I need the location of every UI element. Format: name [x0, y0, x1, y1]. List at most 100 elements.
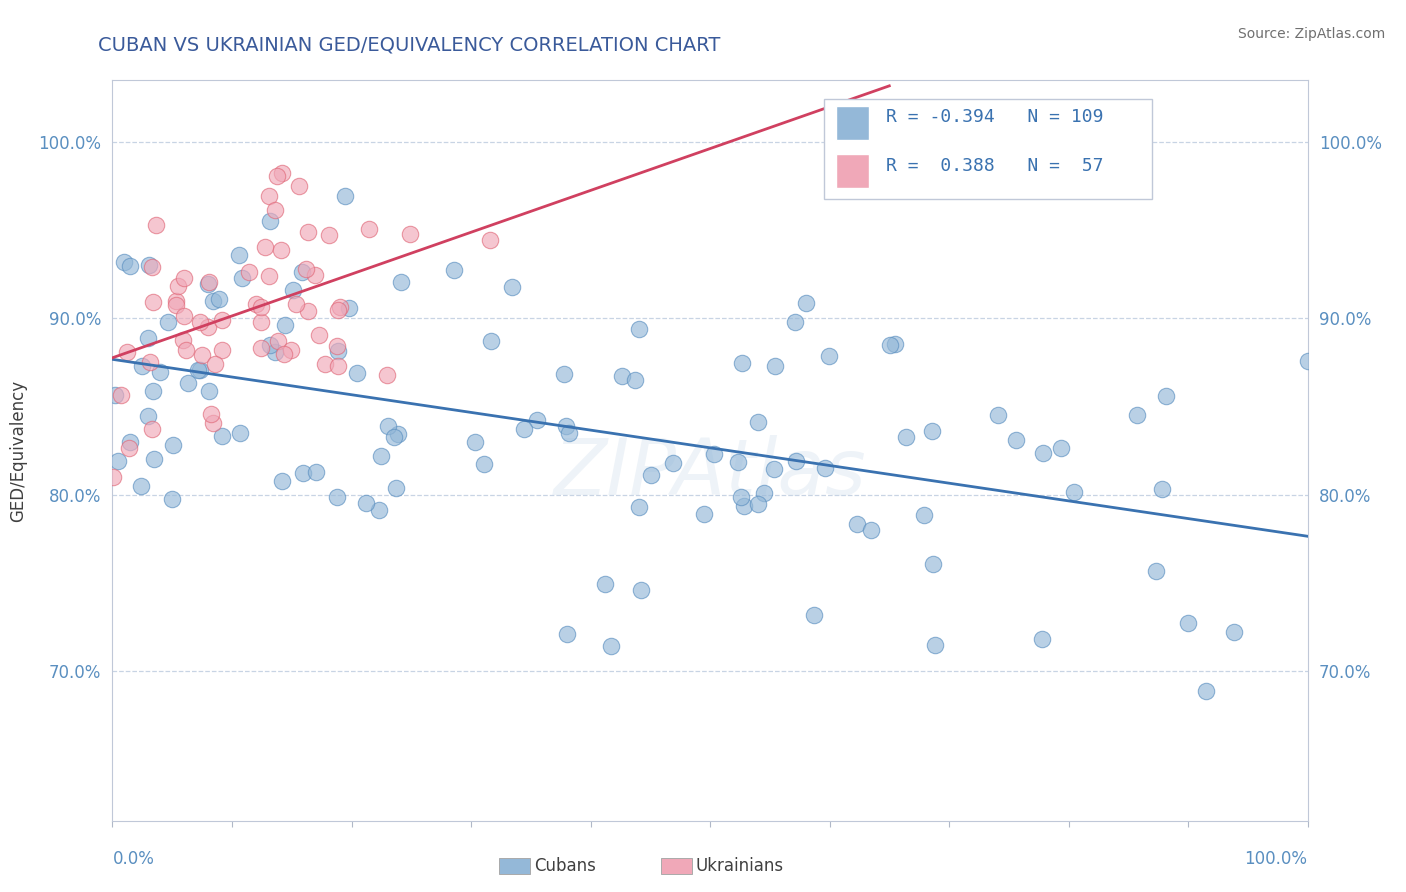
Point [727, 455, 749, 469]
Point [346, 366, 368, 380]
Point [308, 328, 330, 343]
Point [329, 301, 352, 315]
Point [661, 456, 683, 470]
Point [630, 583, 652, 598]
Point [628, 322, 651, 336]
Point [318, 228, 340, 243]
Point [211, 343, 233, 357]
Point [259, 338, 281, 352]
Point [1063, 484, 1085, 499]
Point [783, 315, 806, 329]
Point [370, 450, 392, 464]
Point [141, 422, 163, 436]
Point [249, 315, 271, 329]
Point [177, 376, 200, 390]
Point [1296, 354, 1319, 368]
Point [204, 357, 226, 371]
Point [817, 349, 839, 363]
Point [368, 503, 391, 517]
Point [264, 202, 287, 217]
Point [1152, 482, 1174, 496]
Point [555, 419, 578, 434]
Point [326, 343, 349, 358]
Point [141, 260, 163, 274]
Point [526, 413, 548, 427]
Point [273, 347, 295, 361]
Point [172, 333, 194, 347]
Point [157, 315, 180, 329]
Point [173, 310, 195, 324]
Point [513, 422, 536, 436]
Point [785, 454, 807, 468]
Point [188, 363, 211, 377]
Point [270, 243, 292, 257]
Point [377, 419, 399, 434]
Point [104, 388, 127, 402]
Text: Cubans: Cubans [534, 857, 596, 875]
Point [229, 426, 252, 441]
Point [259, 188, 281, 202]
Point [1177, 615, 1199, 630]
Point [860, 523, 883, 537]
Point [257, 268, 280, 283]
Point [382, 430, 405, 444]
Point [1032, 446, 1054, 460]
Point [894, 430, 917, 444]
Point [267, 334, 290, 348]
Point [479, 334, 502, 348]
Point [138, 258, 160, 272]
Point [1049, 441, 1071, 455]
Point [166, 294, 188, 309]
Point [399, 227, 422, 241]
Text: 0.0%: 0.0% [112, 850, 155, 868]
Point [1126, 408, 1149, 422]
Point [250, 300, 273, 314]
Point [280, 343, 302, 357]
Point [200, 407, 222, 421]
Point [167, 278, 190, 293]
Text: R =  0.388   N =  57: R = 0.388 N = 57 [886, 156, 1104, 175]
Bar [835, 106, 869, 139]
Point [1031, 632, 1053, 647]
Point [763, 462, 786, 476]
Point [112, 255, 135, 269]
Point [211, 313, 233, 327]
Point [110, 387, 132, 401]
Point [747, 497, 769, 511]
Point [325, 339, 347, 353]
Text: CUBAN VS UKRAINIAN GED/EQUIVALENCY CORRELATION CHART: CUBAN VS UKRAINIAN GED/EQUIVALENCY CORRE… [98, 36, 721, 54]
Point [162, 438, 184, 452]
Point [188, 315, 211, 329]
Point [763, 359, 786, 374]
Point [142, 384, 165, 398]
Point [231, 270, 253, 285]
Point [201, 293, 224, 308]
FancyBboxPatch shape [824, 99, 1153, 199]
Point [274, 318, 297, 332]
Point [190, 348, 212, 362]
Point [478, 233, 501, 247]
Point [640, 468, 662, 483]
Point [259, 214, 281, 228]
Point [143, 452, 166, 467]
Point [284, 297, 307, 311]
Point [693, 508, 716, 522]
Point [375, 368, 398, 382]
Point [245, 297, 267, 311]
Point [328, 302, 350, 317]
Point [884, 337, 907, 351]
Point [814, 461, 837, 475]
Point [117, 344, 139, 359]
Point [703, 447, 725, 461]
Point [612, 368, 634, 383]
Point [443, 263, 465, 277]
Point [555, 626, 578, 640]
Point [1005, 433, 1028, 447]
Point [174, 343, 197, 358]
Point [138, 409, 160, 423]
Point [752, 486, 775, 500]
Point [238, 264, 260, 278]
Point [924, 638, 946, 652]
Text: Source: ZipAtlas.com: Source: ZipAtlas.com [1237, 27, 1385, 41]
Point [803, 607, 825, 622]
